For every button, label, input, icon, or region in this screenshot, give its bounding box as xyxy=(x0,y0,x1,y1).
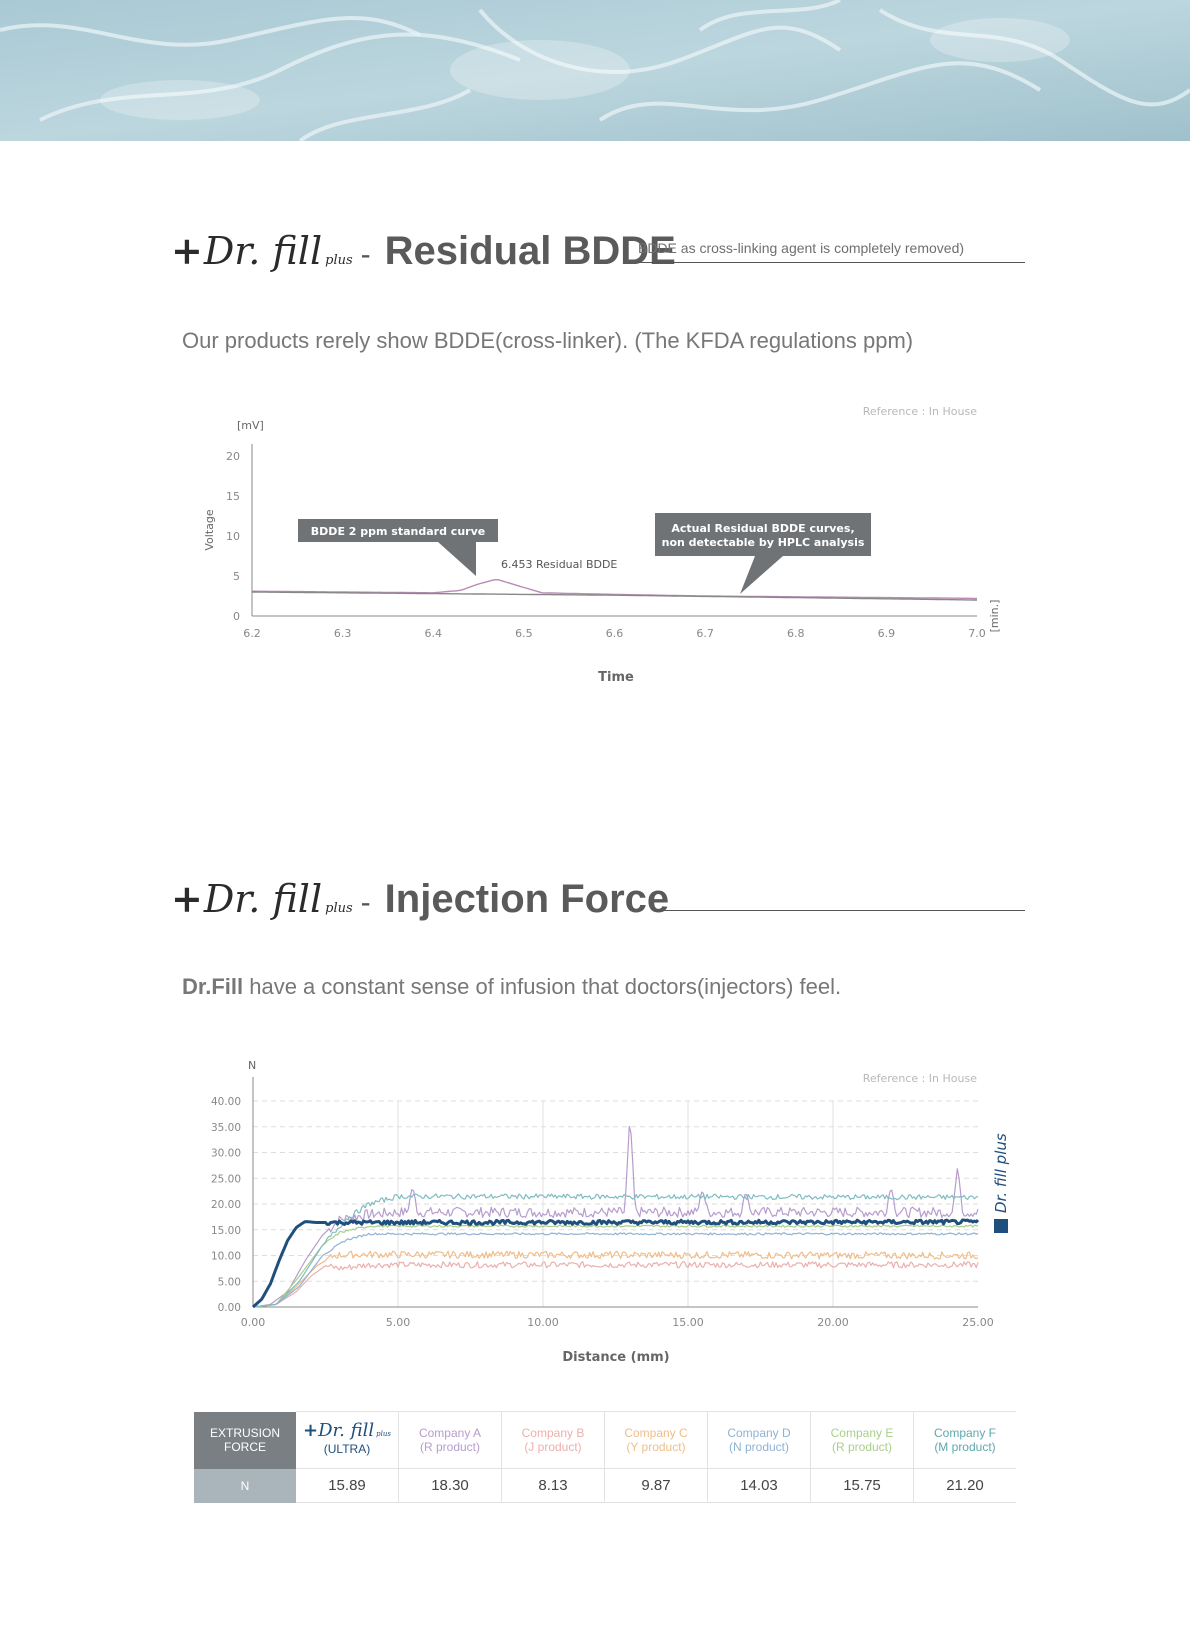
residual-section-title: +Dr. fill plus - Residual BDDE xyxy=(171,228,676,273)
value-company-b: 8.13 xyxy=(501,1468,605,1503)
col-header-company-c: Company C (Y product) xyxy=(604,1411,708,1469)
chart2-y-tick: 0.00 xyxy=(218,1302,241,1314)
chart2-legend-swatch xyxy=(994,1219,1008,1233)
chart2-y-tick: 20.00 xyxy=(211,1199,241,1211)
chart2-series-f xyxy=(252,1193,979,1308)
drfill-logo: +Dr. fill plus xyxy=(171,876,353,921)
chart2-y-tick: 30.00 xyxy=(211,1148,241,1160)
value-drfill: 15.89 xyxy=(296,1468,399,1503)
value-company-e: 15.75 xyxy=(810,1468,914,1503)
chart2-y-unit: N xyxy=(248,1059,256,1072)
chart1-y-tick: 20 xyxy=(226,450,240,463)
chart1-x-tick: 6.3 xyxy=(334,627,352,640)
chart2-x-tick: 10.00 xyxy=(527,1316,559,1329)
chart1-y-tick: 0 xyxy=(233,610,240,623)
chart1-x-tick: 6.9 xyxy=(878,627,896,640)
chart2-series-a xyxy=(252,1125,979,1308)
chart1-actual-callout-pointer xyxy=(740,556,783,594)
chart2-series-b xyxy=(252,1261,979,1308)
value-company-d: 14.03 xyxy=(707,1468,811,1503)
extrusion-force-table: EXTRUSION FORCE +Dr. fill plus (ULTRA) Com… xyxy=(194,1411,1016,1503)
injection-section-title: +Dr. fill plus - Injection Force xyxy=(171,876,670,921)
injection-force-chart: Reference : In House N 0.00 5.00 10.00 15.00 2… xyxy=(211,1059,1010,1365)
chart1-y-tick: 15 xyxy=(226,490,240,503)
chart2-y-tick: 10.00 xyxy=(211,1251,241,1263)
col-header-company-b: Company B (J product) xyxy=(501,1411,605,1469)
injection-title-rule xyxy=(656,910,1025,911)
chart2-x-tick: 25.00 xyxy=(962,1316,994,1329)
residual-title: Residual BDDE xyxy=(384,229,676,273)
chart1-series-actual xyxy=(252,591,977,601)
injection-lead: Dr.Fill have a constant sense of infusio… xyxy=(182,974,842,999)
chart1-x-tick: 6.8 xyxy=(787,627,805,640)
chart1-x-tick: 6.2 xyxy=(243,627,261,640)
row-header-extrusion-force: EXTRUSION FORCE xyxy=(194,1411,296,1469)
residual-title-rule xyxy=(638,262,1025,263)
chart1-x-tick: 6.4 xyxy=(425,627,443,640)
col-header-company-a: Company A (R product) xyxy=(398,1411,502,1469)
value-company-a: 18.30 xyxy=(398,1468,502,1503)
chart2-x-tick: 20.00 xyxy=(817,1316,849,1329)
chart1-y-tick: 10 xyxy=(226,530,240,543)
chart2-y-tick: 25.00 xyxy=(211,1173,241,1185)
chart1-y-tick: 5 xyxy=(233,570,240,583)
col-header-company-f: Company F (M product) xyxy=(913,1411,1016,1469)
chart1-series-standard xyxy=(252,578,977,600)
row-header-unit: N xyxy=(194,1468,296,1503)
injection-title: Injection Force xyxy=(384,877,670,921)
chart1-x-tick: 7.0 xyxy=(968,627,986,640)
chart2-x-tick: 0.00 xyxy=(241,1316,266,1329)
residual-lead: Our products rerely show BDDE(cross-link… xyxy=(182,328,914,353)
chart2-legend-label: Dr. fill plus xyxy=(992,1133,1010,1213)
chart1-y-label: Voltage xyxy=(203,509,216,550)
chart2-x-tick: 5.00 xyxy=(386,1316,411,1329)
table-value-row: N 15.89 18.30 8.13 9.87 14.03 15.75 21.2… xyxy=(194,1468,1016,1503)
chart1-actual-callout-box xyxy=(655,513,871,556)
chart1-standard-callout-box xyxy=(298,519,498,542)
col-header-company-e: Company E (R product) xyxy=(810,1411,914,1469)
col-header-drfill: +Dr. fill plus (ULTRA) xyxy=(296,1411,399,1469)
table-header-row: EXTRUSION FORCE +Dr. fill plus (ULTRA) Com… xyxy=(194,1411,1016,1469)
chart2-y-tick: 40.00 xyxy=(211,1096,241,1108)
chart2-y-tick: 35.00 xyxy=(211,1122,241,1134)
chart1-standard-callout-pointer xyxy=(438,542,476,576)
chart2-series-drfill xyxy=(252,1218,980,1309)
chart1-y-unit: [mV] xyxy=(237,419,264,432)
drfill-mini-logo: +Dr. fill plus xyxy=(303,1420,391,1441)
chart1-reference: Reference : In House xyxy=(863,405,978,418)
value-company-c: 9.87 xyxy=(604,1468,708,1503)
chart1-x-unit: [min.] xyxy=(988,600,1001,633)
chart1-standard-callout-text: BDDE 2 ppm standard curve xyxy=(311,525,485,538)
chart2-reference: Reference : In House xyxy=(863,1072,978,1085)
chart2-x-label: Distance (mm) xyxy=(562,1350,669,1365)
hero-water-banner xyxy=(0,0,1190,141)
chart2-series-d xyxy=(252,1232,979,1308)
chart1-peak-label: 6.453 Residual BDDE xyxy=(501,558,617,571)
chart1-actual-callout-line1: Actual Residual BDDE curves, xyxy=(671,522,854,535)
chart1-x-label: Time xyxy=(598,670,634,685)
chart1-actual-callout-line2: non detectable by HPLC analysis xyxy=(662,536,865,549)
chart2-y-tick: 15.00 xyxy=(211,1225,241,1237)
chart1-x-tick: 6.6 xyxy=(606,627,624,640)
chart2-series-e xyxy=(252,1224,979,1308)
chart2-y-tick: 5.00 xyxy=(218,1276,241,1288)
residual-bdde-chart: Reference : In House [mV] Voltage 0 5 10 15 20 6… xyxy=(203,405,1001,685)
chart1-x-tick: 6.7 xyxy=(696,627,714,640)
chart2-x-tick: 15.00 xyxy=(672,1316,704,1329)
chart2-series-c xyxy=(252,1250,979,1308)
residual-note: BDDE as cross-linking agent is completel… xyxy=(638,240,965,256)
chart2-legend: Dr. fill plus xyxy=(992,1133,1010,1233)
col-header-company-d: Company D (N product) xyxy=(707,1411,811,1469)
value-company-f: 21.20 xyxy=(913,1468,1016,1503)
drfill-logo: +Dr. fill plus xyxy=(171,228,353,273)
chart1-x-tick: 6.5 xyxy=(515,627,533,640)
